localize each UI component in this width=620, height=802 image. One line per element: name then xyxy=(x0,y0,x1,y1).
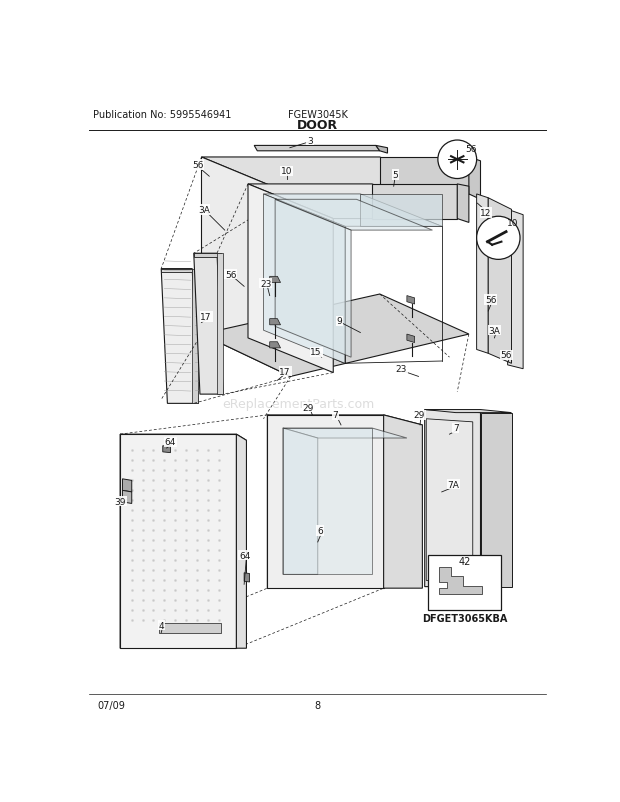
Polygon shape xyxy=(270,342,280,349)
Polygon shape xyxy=(202,158,469,195)
Text: 56: 56 xyxy=(466,145,477,154)
Text: 4: 4 xyxy=(158,621,164,630)
Polygon shape xyxy=(267,415,384,589)
Polygon shape xyxy=(407,296,415,305)
Text: 7: 7 xyxy=(453,424,459,433)
Text: 29: 29 xyxy=(414,411,425,420)
Polygon shape xyxy=(267,415,306,589)
Text: 10: 10 xyxy=(507,219,518,228)
Polygon shape xyxy=(202,294,469,377)
Polygon shape xyxy=(244,573,249,582)
Text: DOOR: DOOR xyxy=(297,119,339,132)
Polygon shape xyxy=(162,446,170,453)
Polygon shape xyxy=(120,435,130,648)
Polygon shape xyxy=(275,200,351,358)
Text: 17: 17 xyxy=(200,313,212,322)
Polygon shape xyxy=(120,435,236,648)
Text: eReplacementParts.com: eReplacementParts.com xyxy=(222,397,374,411)
Polygon shape xyxy=(427,419,472,581)
Polygon shape xyxy=(283,428,372,574)
Text: 3A: 3A xyxy=(198,205,210,215)
Polygon shape xyxy=(508,210,523,369)
Polygon shape xyxy=(123,491,131,504)
Polygon shape xyxy=(236,435,247,648)
Polygon shape xyxy=(192,269,198,404)
Polygon shape xyxy=(159,623,221,633)
Polygon shape xyxy=(270,319,280,326)
Polygon shape xyxy=(270,277,280,283)
Circle shape xyxy=(477,217,520,260)
Polygon shape xyxy=(120,435,247,441)
Polygon shape xyxy=(477,195,489,354)
Text: Publication No: 5995546941: Publication No: 5995546941 xyxy=(93,110,231,120)
Polygon shape xyxy=(425,410,512,413)
Polygon shape xyxy=(202,158,291,377)
Polygon shape xyxy=(480,413,511,587)
Text: 5: 5 xyxy=(392,171,398,180)
Text: 29: 29 xyxy=(303,403,314,412)
Polygon shape xyxy=(161,269,192,273)
Polygon shape xyxy=(469,158,481,200)
Text: 7: 7 xyxy=(333,411,339,420)
Polygon shape xyxy=(372,184,458,219)
Bar xyxy=(428,555,502,611)
Polygon shape xyxy=(384,415,422,589)
Polygon shape xyxy=(248,184,458,219)
Text: 17: 17 xyxy=(280,367,291,376)
Polygon shape xyxy=(264,195,441,227)
Text: 56: 56 xyxy=(485,296,497,305)
Text: 23: 23 xyxy=(396,365,407,374)
Polygon shape xyxy=(217,254,223,395)
Text: 64: 64 xyxy=(165,438,176,447)
Text: 10: 10 xyxy=(281,167,293,176)
Text: 9: 9 xyxy=(337,317,342,326)
Polygon shape xyxy=(489,199,511,364)
Polygon shape xyxy=(193,254,223,395)
Text: 6: 6 xyxy=(317,526,323,535)
Polygon shape xyxy=(283,428,317,574)
Polygon shape xyxy=(407,334,415,343)
Polygon shape xyxy=(264,195,345,364)
Text: FGEW3045K: FGEW3045K xyxy=(288,110,348,120)
Text: 56: 56 xyxy=(500,351,512,360)
Polygon shape xyxy=(458,184,469,223)
Text: 56: 56 xyxy=(192,161,203,170)
Polygon shape xyxy=(360,195,441,227)
Text: 07/09: 07/09 xyxy=(97,700,125,710)
Polygon shape xyxy=(376,146,388,154)
Text: 12: 12 xyxy=(480,209,492,217)
Text: 3A: 3A xyxy=(489,326,500,335)
Polygon shape xyxy=(161,269,198,404)
Text: 42: 42 xyxy=(458,557,471,566)
Circle shape xyxy=(438,141,477,180)
Text: 7A: 7A xyxy=(448,480,459,489)
Text: 56: 56 xyxy=(225,270,237,279)
Polygon shape xyxy=(275,200,433,231)
Polygon shape xyxy=(283,428,407,439)
Polygon shape xyxy=(248,184,334,373)
Text: 8: 8 xyxy=(315,700,321,710)
Polygon shape xyxy=(254,146,379,152)
Text: 64: 64 xyxy=(239,551,250,560)
Text: 23: 23 xyxy=(260,279,272,289)
Polygon shape xyxy=(379,158,469,195)
Text: 3: 3 xyxy=(307,136,313,145)
Text: 15: 15 xyxy=(311,348,322,357)
Polygon shape xyxy=(123,480,131,492)
Polygon shape xyxy=(267,415,422,425)
Polygon shape xyxy=(425,410,480,587)
Polygon shape xyxy=(193,254,221,257)
Text: DFGET3065KBA: DFGET3065KBA xyxy=(422,614,507,623)
Text: 39: 39 xyxy=(114,497,126,506)
Polygon shape xyxy=(440,567,482,593)
